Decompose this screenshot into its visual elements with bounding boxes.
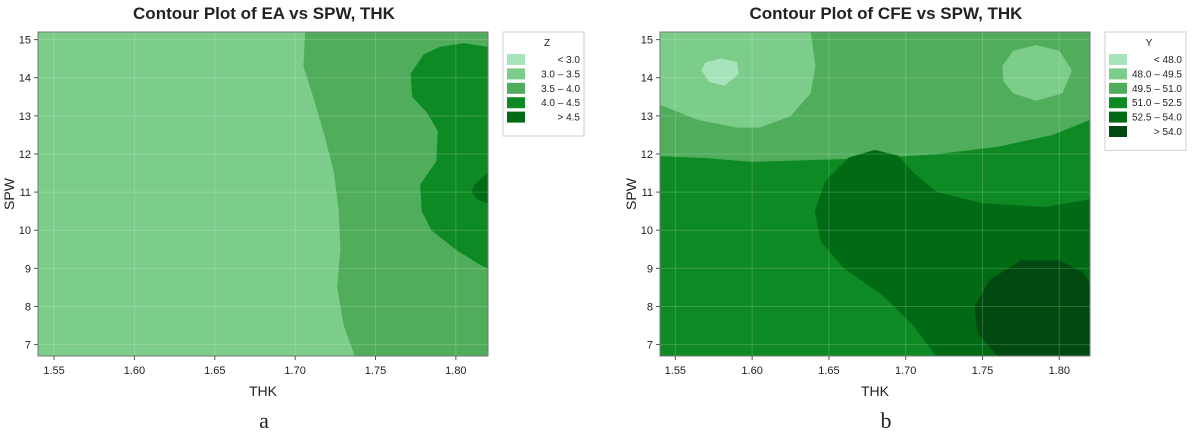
x-tick-label-0: 1.55 (665, 365, 686, 377)
legend-label-3: 51.0 – 52.5 (1132, 98, 1182, 109)
y-tick-label-1: 8 (647, 301, 653, 313)
legend-swatch-1 (1109, 68, 1127, 80)
legend-label-4: > 4.5 (557, 113, 580, 124)
y-tick-label-6: 13 (641, 111, 653, 123)
y-tick-label-7: 14 (19, 73, 31, 85)
plot-area (660, 32, 1090, 356)
x-tick-label-4: 1.75 (365, 365, 386, 377)
contour-panel-ea: 1.55 1.60 1.65 1.70 1.75 1.80 7 8 9 10 11 12 13 14 15 C… (1, 4, 585, 399)
contour-region-2 (701, 58, 739, 86)
plot-area (38, 32, 488, 356)
x-tick-label-2: 1.65 (818, 365, 839, 377)
legend-swatch-2 (507, 82, 525, 94)
legend-swatch-3 (1109, 97, 1127, 109)
x-tick-label-0: 1.55 (43, 365, 64, 377)
contour-region-3 (471, 172, 488, 204)
legend-label-1: 3.0 – 3.5 (541, 69, 580, 80)
y-tick-label-0: 7 (647, 340, 653, 352)
panel-label-b: b (881, 408, 892, 433)
x-tick-label-4: 1.75 (972, 365, 993, 377)
x-tick-label-2: 1.65 (204, 365, 225, 377)
y-tick-label-8: 15 (19, 35, 31, 47)
legend: Y< 48.0 48.0 – 49.5 49.5 – 51.0 51.0 – 52.5… (1104, 31, 1187, 151)
x-axis-label: THK (249, 383, 278, 399)
x-tick-label-5: 1.80 (1049, 365, 1070, 377)
legend-swatch-4 (507, 111, 525, 123)
legend-label-1: 48.0 – 49.5 (1132, 69, 1182, 80)
y-tick-label-5: 12 (19, 149, 31, 161)
contour-panel-cfe: 1.55 1.60 1.65 1.70 1.75 1.80 7 8 9 10 11 12 13 14 15 C… (623, 4, 1187, 399)
legend-label-0: < 48.0 (1154, 55, 1183, 66)
y-tick-label-5: 12 (641, 149, 653, 161)
legend-title: Z (544, 38, 550, 49)
y-tick-label-2: 9 (647, 263, 653, 275)
x-tick-label-1: 1.60 (741, 365, 762, 377)
y-tick-label-3: 10 (641, 225, 653, 237)
legend-swatch-2 (1109, 82, 1127, 94)
x-tick-label-1: 1.60 (124, 365, 145, 377)
legend-swatch-0 (507, 54, 525, 65)
chart-title: Contour Plot of EA vs SPW, THK (133, 4, 396, 23)
x-tick-label-5: 1.80 (445, 365, 466, 377)
legend-swatch-0 (1109, 54, 1127, 65)
chart-title: Contour Plot of CFE vs SPW, THK (750, 4, 1024, 23)
contour-region-1 (660, 32, 816, 128)
y-tick-label-7: 14 (641, 73, 653, 85)
y-tick-label-3: 10 (19, 225, 31, 237)
y-tick-label-4: 11 (20, 187, 31, 199)
y-tick-label-4: 11 (642, 187, 653, 199)
contour-region-3 (1002, 44, 1072, 101)
legend-label-5: > 54.0 (1154, 127, 1183, 138)
y-axis-label: SPW (623, 177, 639, 210)
plot-frame (37, 31, 489, 357)
y-tick-label-6: 13 (19, 111, 31, 123)
panel-label-a: a (259, 408, 269, 433)
contour-region-5 (974, 260, 1090, 356)
legend-swatch-1 (507, 68, 525, 80)
x-tick-label-3: 1.70 (284, 365, 305, 377)
legend-swatch-4 (1109, 111, 1127, 123)
contour-region-2 (410, 43, 488, 269)
y-axis-label: SPW (1, 177, 17, 210)
plot-frame (659, 31, 1091, 357)
legend-label-2: 3.5 – 4.0 (541, 84, 580, 95)
y-tick-label-0: 7 (25, 340, 31, 352)
legend-swatch-5 (1109, 126, 1127, 137)
legend: Z < 3.0 3.0 – 3.5 3.5 – 4.0 4.0 – 4.5 > 4.5 (502, 31, 585, 137)
legend-label-2: 49.5 – 51.0 (1132, 84, 1182, 95)
y-tick-label-8: 15 (641, 35, 653, 47)
y-tick-label-1: 8 (25, 301, 31, 313)
legend-swatch-3 (507, 97, 525, 109)
legend-label-0: < 3.0 (557, 55, 580, 66)
legend-title: Y (1146, 38, 1153, 49)
legend-label-4: 52.5 – 54.0 (1132, 113, 1182, 124)
x-axis-label: THK (861, 383, 890, 399)
contour-region-1 (38, 32, 355, 356)
legend-label-3: 4.0 – 4.5 (541, 98, 580, 109)
y-tick-label-2: 9 (25, 263, 31, 275)
x-tick-label-3: 1.70 (895, 365, 916, 377)
